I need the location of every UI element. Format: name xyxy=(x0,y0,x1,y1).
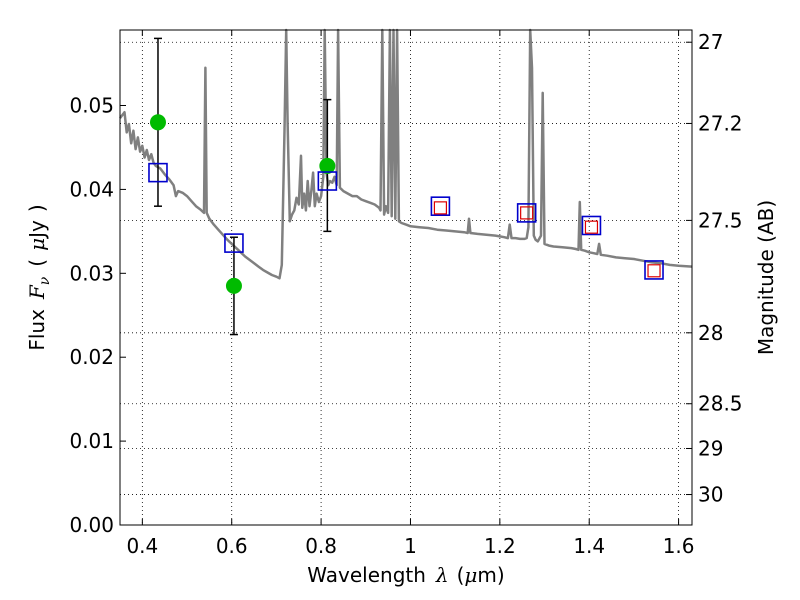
observed-point xyxy=(319,157,336,174)
observed-flux-points xyxy=(149,114,336,294)
x-tick-labels: 0.4 0.6 0.8 1 1.2 1.4 1.6 xyxy=(126,534,694,558)
model-spectrum xyxy=(119,28,693,280)
y-axis-label-close: ) xyxy=(25,204,49,212)
red-squares xyxy=(433,201,661,278)
observed-point xyxy=(225,277,242,294)
x-axis-label: Wavelength λ (μm) xyxy=(307,563,504,587)
x-tick-label: 0.8 xyxy=(305,534,337,558)
model-photometry-squares xyxy=(148,162,664,280)
x-tick-label: 0.4 xyxy=(126,534,158,558)
plot-frame xyxy=(119,29,693,526)
magnitude-tick-label: 30 xyxy=(698,483,723,507)
x-axis-label-unit: m xyxy=(477,563,496,587)
observed-point xyxy=(149,114,166,131)
magnitude-tick-label: 27 xyxy=(698,30,723,54)
y-tick-label: 0.04 xyxy=(69,177,114,201)
y-axis-label: Flux Fν ( μJy) xyxy=(25,204,53,350)
x-tick-label: 1.6 xyxy=(663,534,695,558)
model-photometry-square xyxy=(148,162,168,183)
x-axis-label-unit-symbol: μ xyxy=(464,563,477,587)
model-photometry-square xyxy=(581,215,602,236)
y-tick-label: 0.05 xyxy=(69,94,114,118)
magnitude-tick-label: 27.5 xyxy=(698,208,743,232)
red-square xyxy=(520,206,534,220)
magnitude-tick-labels: 27 27.2 27.5 28 28.5 29 30 xyxy=(698,30,743,506)
y-tick-labels: 0.00 0.01 0.02 0.03 0.04 0.05 xyxy=(69,94,114,537)
x-tick-label: 0.6 xyxy=(216,534,248,558)
red-square xyxy=(433,201,448,215)
x-axis-label-prefix: Wavelength xyxy=(307,563,426,587)
y-tick-label: 0.00 xyxy=(69,513,114,537)
magnitude-tick-label: 28.5 xyxy=(698,392,743,416)
grid-lines xyxy=(120,30,692,525)
y-axis-label-open: ( xyxy=(25,259,49,267)
y-axis-label-prefix: Flux xyxy=(25,309,49,351)
model-photometry-square xyxy=(430,196,451,216)
x-axis-label-symbol: λ xyxy=(435,563,449,587)
y-tick-label: 0.01 xyxy=(69,429,114,453)
error-bars xyxy=(153,37,332,336)
model-photometry-square xyxy=(644,260,664,280)
axis-ticks xyxy=(120,30,692,526)
magnitude-tick-label: 27.2 xyxy=(698,111,743,135)
magnitude-tick-label: 28 xyxy=(698,321,723,345)
model-photometry-square xyxy=(516,203,537,223)
magnitude-tick-label: 29 xyxy=(698,436,723,460)
x-tick-label: 1 xyxy=(404,534,417,558)
y-axis-label-unit: Jy xyxy=(25,220,49,240)
magnitude-axis-label: Magnitude (AB) xyxy=(754,200,778,355)
y-tick-label: 0.03 xyxy=(69,261,114,285)
x-tick-label: 1.4 xyxy=(573,534,605,558)
x-axis-label-open: ( xyxy=(457,563,465,587)
model-photometry-square xyxy=(224,233,244,253)
y-axis-label-unit-symbol: μ xyxy=(25,238,49,251)
x-tick-label: 1.2 xyxy=(484,534,516,558)
y-axis-label-symbol: F xyxy=(25,284,49,300)
red-square xyxy=(584,220,599,234)
red-square xyxy=(647,264,661,278)
spectrum-line xyxy=(119,28,693,280)
y-axis-label-subscript: ν xyxy=(37,276,53,285)
y-tick-label: 0.02 xyxy=(69,345,114,369)
model-photometry-square xyxy=(317,171,338,191)
x-axis-label-close: ) xyxy=(497,563,505,587)
